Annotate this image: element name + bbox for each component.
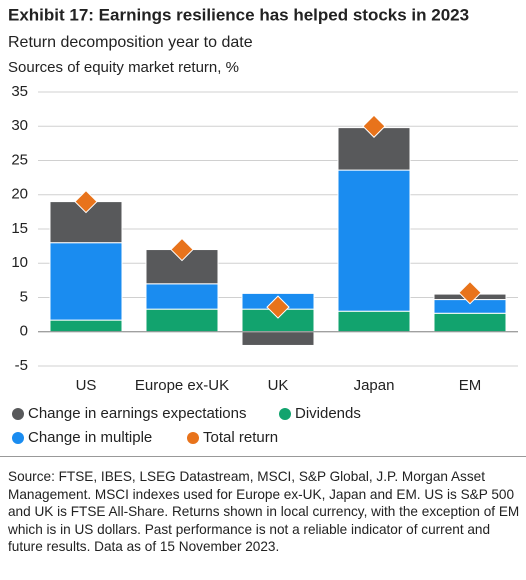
legend-swatch: [12, 432, 24, 444]
legend-label: Change in earnings expectations: [28, 405, 246, 422]
x-tick-label: Japan: [354, 377, 395, 394]
x-tick-label: Europe ex-UK: [135, 377, 229, 394]
bar-segment: [241, 331, 315, 346]
total-marker: [362, 114, 386, 138]
total-marker: [170, 237, 194, 262]
legend-label: Change in multiple: [28, 429, 152, 446]
x-tick-label: US: [76, 377, 97, 394]
legend-label: Total return: [203, 429, 278, 446]
legend-label: Dividends: [295, 405, 361, 422]
y-tick-label: 35: [11, 83, 28, 100]
chart-title: Exhibit 17: Earnings resilience has help…: [8, 5, 469, 24]
chart-subtitle: Return decomposition year to date: [8, 34, 253, 51]
bar-segment: [337, 169, 411, 312]
y-tick-label: 25: [11, 151, 28, 168]
bar-segment: [145, 308, 219, 333]
total-marker: [458, 280, 482, 305]
legend-swatch: [279, 408, 291, 420]
y-tick-label: 15: [11, 220, 28, 237]
bar-segment: [49, 319, 123, 333]
y-tick-label: 20: [11, 186, 28, 203]
bar-segment: [145, 283, 219, 310]
y-tick-label: -5: [15, 357, 28, 374]
y-tick-label: 30: [11, 117, 28, 134]
bar-segment: [337, 310, 411, 333]
legend-swatch: [12, 408, 24, 420]
total-marker: [266, 295, 290, 319]
legend-swatch: [187, 432, 199, 444]
y-tick-label: 10: [11, 254, 28, 271]
y-tick-label: 0: [20, 323, 28, 340]
y-tick-label: 5: [20, 288, 28, 305]
divider: [0, 456, 526, 457]
footnote: Source: FTSE, IBES, LSEG Datastream, MSC…: [8, 469, 520, 554]
x-tick-label: EM: [459, 377, 482, 394]
bar-segment: [49, 242, 123, 321]
y-axis-label: Sources of equity market return, %: [8, 59, 239, 76]
x-tick-label: UK: [268, 377, 289, 394]
total-marker: [74, 189, 98, 214]
bar-segment: [433, 312, 507, 333]
chart: Exhibit 17: Earnings resilience has help…: [8, 5, 518, 446]
